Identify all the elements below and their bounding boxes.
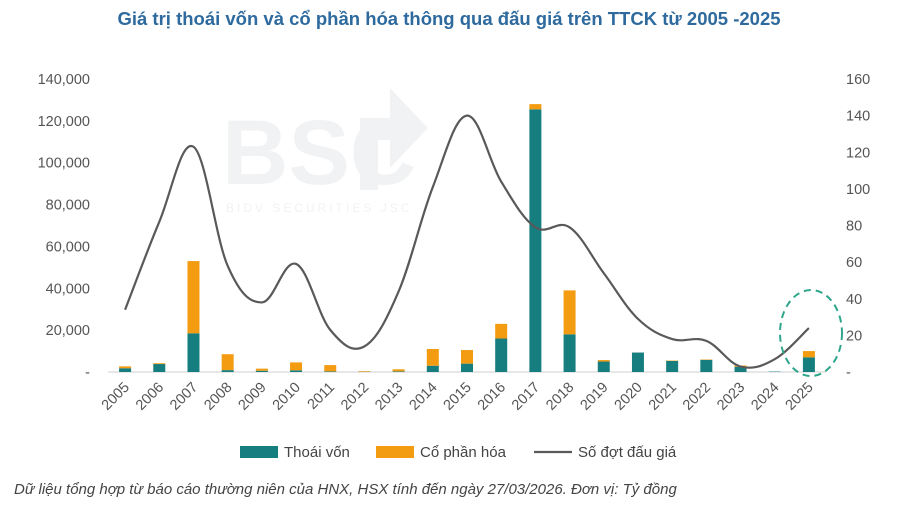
- footnote: Dữ liệu tổng hợp từ báo cáo thường niên …: [14, 481, 677, 498]
- right-axis-tick-label: -: [846, 365, 851, 381]
- x-tick-label-2007: 2007: [167, 380, 201, 414]
- x-tick-label-2025: 2025: [783, 380, 817, 414]
- left-axis-tick-label: 20,000: [46, 323, 90, 339]
- right-axis-tick-label: 20: [846, 328, 862, 344]
- right-axis: - 20 40 60 80 100 120 140 160: [846, 72, 870, 381]
- bar-thoai-von-2020: [631, 352, 644, 372]
- right-axis-tick-label: 80: [846, 219, 862, 235]
- bar-co-phan-hoa-2015: [461, 350, 473, 364]
- bar-thoai-von-2013: [392, 371, 405, 372]
- x-tick-label-2024: 2024: [748, 380, 782, 414]
- x-tick-label-2009: 2009: [236, 380, 270, 414]
- bar-thoai-von-2011: [324, 371, 337, 372]
- x-tick-label-2020: 2020: [612, 380, 646, 414]
- bar-co-phan-hoa-2010: [290, 362, 303, 371]
- bar-thoai-von-2016: [495, 338, 508, 372]
- bar-co-phan-hoa-2008: [221, 354, 234, 371]
- watermark-arrow-shape: [360, 88, 428, 190]
- bar-thoai-von-2019: [597, 361, 610, 372]
- x-tick-label-2018: 2018: [543, 380, 577, 414]
- right-axis-tick-label: 160: [846, 72, 870, 88]
- bar-thoai-von-2015: [461, 363, 473, 372]
- bar-thoai-von-2007: [187, 333, 200, 372]
- watermark-brand: BSC: [222, 102, 416, 204]
- x-tick-label-2023: 2023: [714, 380, 748, 414]
- left-axis-tick-label: 100,000: [38, 156, 90, 172]
- x-tick-label-2014: 2014: [407, 380, 441, 414]
- bar-thoai-von-2009: [255, 370, 268, 372]
- x-tick-label-2022: 2022: [680, 380, 714, 414]
- right-axis-tick-label: 120: [846, 145, 870, 161]
- x-tick-label-2019: 2019: [577, 380, 611, 414]
- bar-co-phan-hoa-2012: [358, 371, 371, 372]
- left-axis-tick-label: 140,000: [38, 72, 90, 88]
- x-axis-labels: 2005 2006 2007 2008 2009 2010 2011 2012 2013 2014…: [99, 380, 817, 414]
- bar-thoai-von-2005: [119, 368, 132, 372]
- bar-thoai-von-2014: [426, 365, 439, 372]
- legend: Thoái vốn Cổ phần hóa Số đợt đấu giá: [240, 444, 677, 461]
- bar-co-phan-hoa-2005: [119, 366, 132, 369]
- left-axis-tick-label: -: [85, 365, 90, 381]
- right-axis-tick-label: 60: [846, 255, 862, 271]
- bar-co-phan-hoa-2017: [529, 104, 542, 110]
- bar-co-phan-hoa-2025: [802, 351, 815, 358]
- bar-co-phan-hoa-2014: [426, 348, 439, 366]
- x-tick-label-2012: 2012: [338, 380, 372, 414]
- bar-thoai-von-2025: [802, 357, 815, 372]
- right-axis-tick-label: 140: [846, 109, 870, 125]
- x-tick-label-2013: 2013: [372, 380, 406, 414]
- x-tick-label-2017: 2017: [509, 380, 543, 414]
- bar-co-phan-hoa-2011: [324, 365, 337, 372]
- left-axis-tick-label: 120,000: [38, 114, 90, 130]
- bar-thoai-von-2006: [153, 364, 166, 372]
- chart-title: Giá trị thoái vốn và cổ phần hóa thông q…: [117, 8, 781, 29]
- bar-thoai-von-2018: [563, 334, 576, 372]
- x-tick-label-2015: 2015: [441, 380, 475, 414]
- left-axis-tick-label: 40,000: [46, 281, 90, 297]
- legend-swatch-co-phan-hoa: [376, 446, 414, 458]
- x-tick-label-2011: 2011: [305, 380, 338, 413]
- legend-label-thoai-von: Thoái vốn: [284, 444, 350, 461]
- legend-label-so-dot: Số đợt đấu giá: [578, 444, 677, 461]
- left-axis-tick-label: 80,000: [46, 198, 90, 214]
- legend-swatch-thoai-von: [240, 446, 278, 458]
- bar-thoai-von-2022: [700, 359, 713, 372]
- x-tick-label-2016: 2016: [475, 380, 509, 414]
- bar-thoai-von-2023: [734, 366, 747, 372]
- bar-thoai-von-2008: [221, 370, 234, 372]
- bar-co-phan-hoa-2007: [187, 261, 200, 334]
- watermark-tagline: BIDV SECURITIES JSC: [226, 201, 412, 215]
- left-axis: - 20,000 40,000 60,000 80,000 100,000 120,000 1…: [38, 72, 91, 381]
- highlight-2025-circle: [779, 289, 843, 377]
- bsc-watermark: BSC BIDV SECURITIES JSC: [222, 88, 428, 215]
- left-axis-tick-label: 60,000: [46, 239, 90, 255]
- bar-series: [119, 104, 815, 372]
- bar-thoai-von-2010: [290, 370, 303, 372]
- bar-co-phan-hoa-2013: [392, 369, 405, 372]
- bar-thoai-von-2017: [529, 109, 542, 372]
- bar-co-phan-hoa-2009: [255, 368, 268, 371]
- legend-label-co-phan-hoa: Cổ phần hóa: [420, 444, 507, 461]
- right-axis-tick-label: 100: [846, 182, 870, 198]
- x-tick-label-2008: 2008: [201, 380, 235, 414]
- bar-co-phan-hoa-2006: [153, 363, 166, 365]
- x-tick-label-2005: 2005: [99, 380, 133, 414]
- so-dot-dau-gia-line: [124, 114, 810, 369]
- bar-co-phan-hoa-2019: [597, 360, 610, 362]
- x-tick-label-2006: 2006: [133, 380, 167, 414]
- bar-co-phan-hoa-2018: [563, 290, 576, 335]
- x-tick-label-2021: 2021: [646, 380, 680, 414]
- right-axis-tick-label: 40: [846, 292, 862, 308]
- x-tick-label-2010: 2010: [270, 380, 304, 414]
- bar-co-phan-hoa-2016: [495, 323, 508, 339]
- bar-thoai-von-2021: [666, 360, 679, 372]
